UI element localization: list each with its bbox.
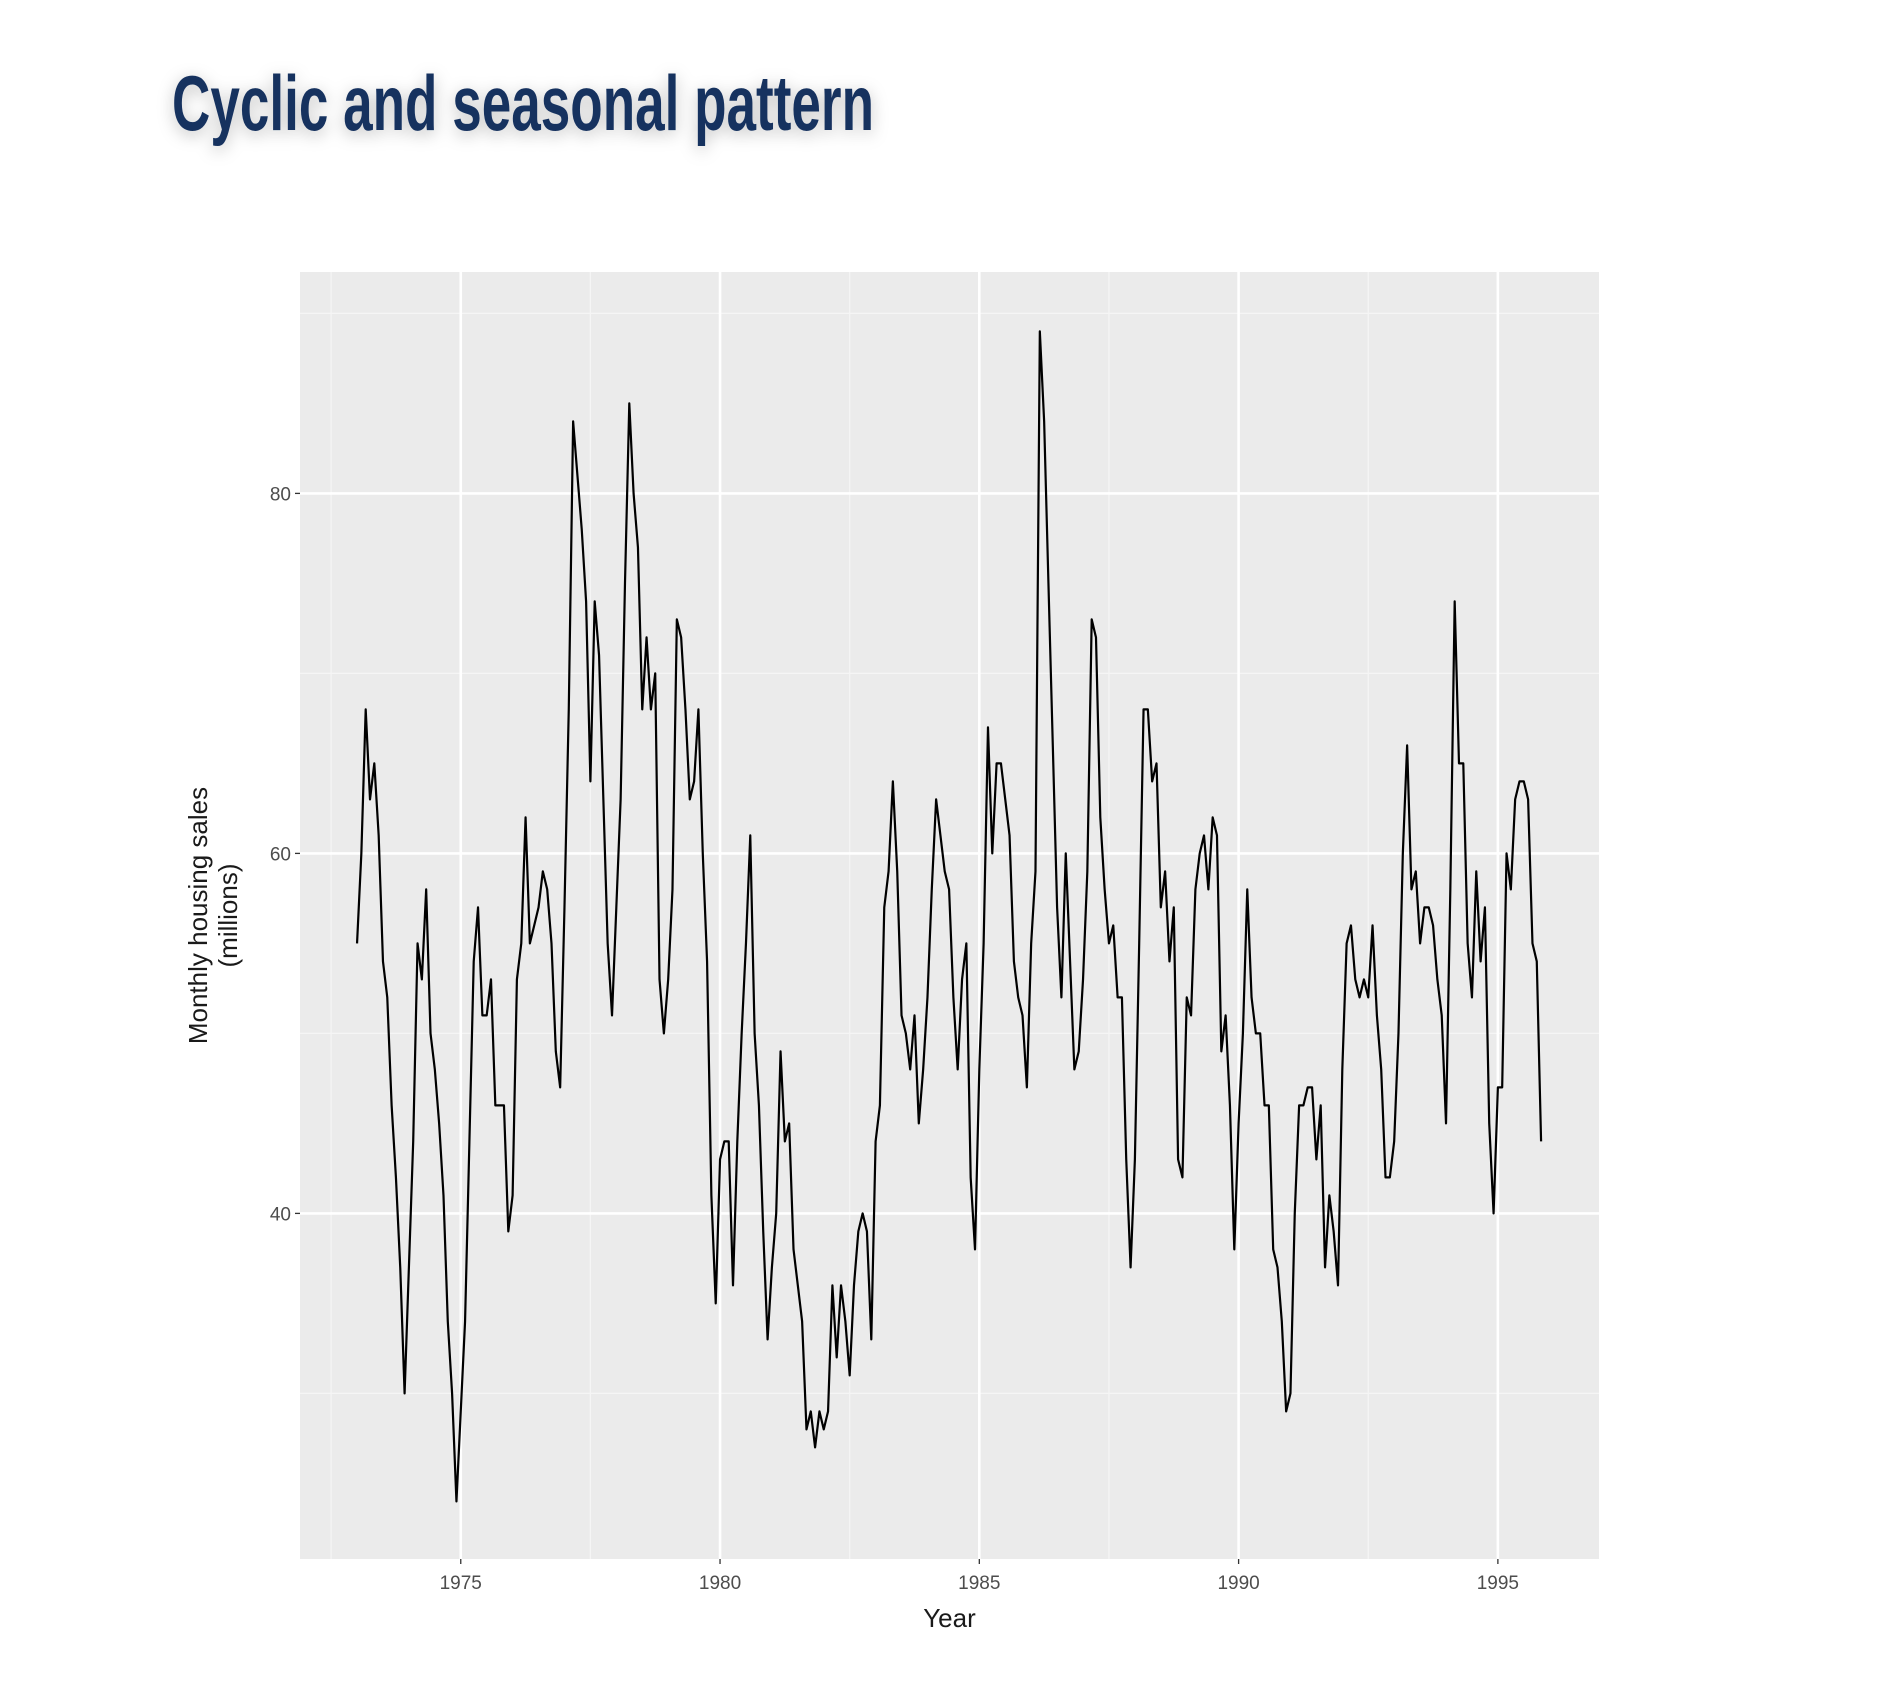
x-tick-label: 1980 <box>699 1573 741 1594</box>
x-tick-label: 1975 <box>440 1573 482 1594</box>
y-tick-label: 60 <box>270 844 291 865</box>
x-tick-label: 1990 <box>1217 1573 1259 1594</box>
y-tick-label: 80 <box>270 484 291 505</box>
x-tick-label: 1995 <box>1477 1573 1519 1594</box>
x-axis-title: Year <box>923 1603 976 1633</box>
y-axis-title: Monthly housing sales <box>183 787 213 1044</box>
y-tick-label: 40 <box>270 1204 291 1225</box>
y-axis-title: (millions) <box>213 864 243 968</box>
data-line <box>355 330 1543 1503</box>
x-tick-label: 1985 <box>958 1573 1000 1594</box>
chart-title: Cyclic and seasonal pattern <box>172 59 874 147</box>
